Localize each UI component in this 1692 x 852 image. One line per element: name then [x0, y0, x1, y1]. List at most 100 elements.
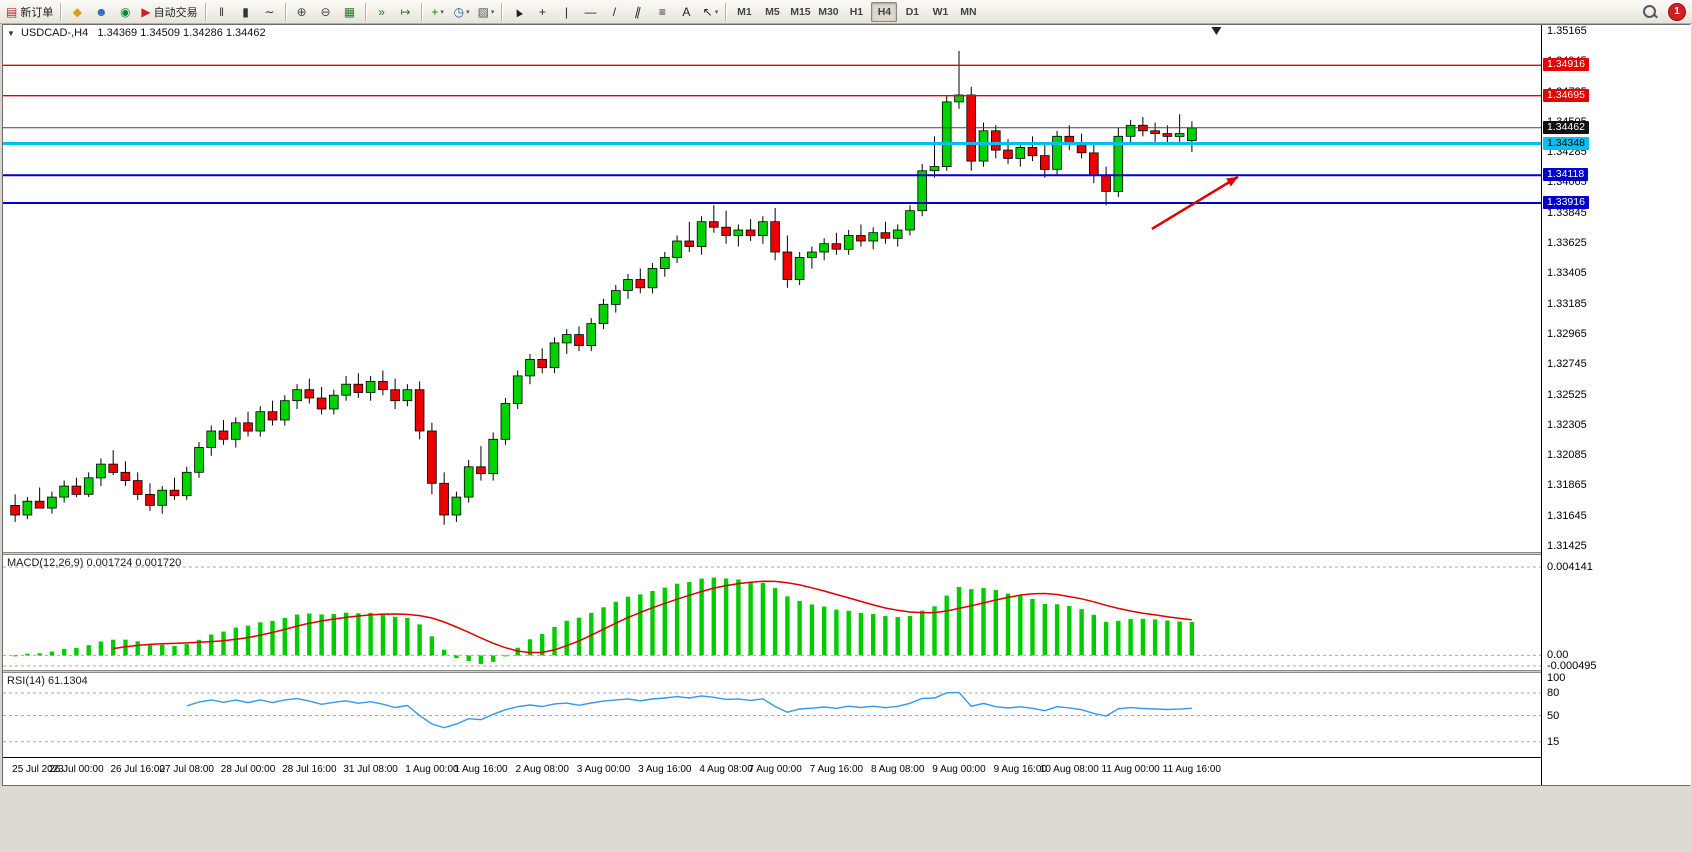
horizontal-line-icon: — — [584, 4, 597, 19]
bar-chart-button[interactable]: ‖ — [211, 2, 233, 22]
timeframe-h4-button[interactable]: H4 — [871, 1, 898, 22]
vertical-line-icon: | — [564, 4, 568, 19]
zoom-in-button[interactable]: ⊕ — [291, 2, 313, 22]
periods-button[interactable]: ◷ ▾ — [451, 2, 473, 22]
time-label: 1 Aug 16:00 — [454, 764, 508, 775]
price-badge: 1.34118 — [1543, 168, 1589, 182]
scale-tick: 1.31865 — [1547, 479, 1587, 492]
pane-splitter-rsi[interactable] — [3, 670, 1541, 673]
time-label: 7 Aug 16:00 — [809, 764, 864, 775]
timeframe-mn-button[interactable]: MN — [960, 5, 977, 18]
cursor-button[interactable]: ▲ — [507, 2, 529, 22]
tile-windows-button[interactable]: ▦ — [339, 2, 361, 22]
collapse-icon[interactable]: ▼ — [7, 29, 15, 38]
trendline-button[interactable]: / — [603, 2, 625, 22]
scale-tick: 1.31645 — [1547, 509, 1587, 522]
search-icon[interactable] — [1642, 4, 1658, 20]
arrows-icon: ↖ — [702, 4, 713, 19]
crosshair-icon: + — [538, 4, 546, 19]
auto-scroll-button[interactable]: » — [371, 2, 393, 22]
templates-button[interactable]: ▧ ▾ — [475, 2, 498, 22]
toolbar-separator — [364, 2, 367, 21]
scale-tick: 0.004141 — [1547, 561, 1593, 573]
pane-splitter-macd[interactable] — [3, 552, 1541, 555]
time-label: 9 Aug 00:00 — [932, 764, 986, 775]
scale-tick: 1.33405 — [1547, 267, 1587, 280]
price-pane[interactable]: ▼ USDCAD-,H4 1.34369 1.34509 1.34286 1.3… — [3, 25, 1541, 552]
time-label: 26 Jul 00:00 — [49, 764, 104, 775]
price-badge: 1.34462 — [1543, 120, 1589, 134]
window-bottom-area — [0, 786, 1692, 852]
candle-chart-icon: ▮ — [242, 4, 249, 19]
autotrading-button[interactable]: ▶ 自动交易 — [138, 2, 200, 22]
horizontal-line-button[interactable]: — — [579, 2, 601, 22]
autotrading-label: 自动交易 — [153, 6, 198, 19]
scale-tick: 1.32085 — [1547, 449, 1587, 462]
price-scale[interactable]: 1.351651.349451.347251.345051.342851.340… — [1541, 25, 1691, 785]
zoom-out-icon: ⊖ — [320, 4, 331, 19]
time-label: 3 Aug 16:00 — [638, 764, 692, 775]
arrows-button[interactable]: ↖ ▾ — [699, 2, 721, 22]
toolbar-separator — [420, 2, 423, 21]
new-order-button[interactable]: ▤ 新订单 — [3, 2, 56, 22]
macd-pane[interactable]: MACD(12,26,9) 0.001724 0.001720 — [3, 555, 1541, 670]
zoom-out-button[interactable]: ⊖ — [315, 2, 337, 22]
timeframe-m30-button[interactable]: M30 — [818, 5, 839, 18]
toolbar: ▤ 新订单 ◆ ☻ ◉ ▶ 自动交易 ‖ ▮ ∼ ⊕ ⊖ ▦» ↦ + ▾ ◷ ▾ ▧ ▾ ▲ + | — / ∥ ≡ A ↖ ▾ M1 M5… — [0, 0, 1692, 24]
timeframe-m1-button[interactable]: M1 — [737, 5, 752, 18]
crosshair-button[interactable]: + — [531, 2, 553, 22]
chevron-down-icon: ▾ — [440, 8, 444, 16]
price-badge: 1.33916 — [1543, 195, 1589, 209]
scale-tick: 0.00 — [1547, 649, 1569, 662]
line-chart-button[interactable]: ∼ — [259, 2, 281, 22]
chart-header: ▼ USDCAD-,H4 1.34369 1.34509 1.34286 1.3… — [7, 27, 266, 39]
scale-tick: 1.33185 — [1547, 297, 1587, 310]
community-button[interactable]: ☻ — [90, 2, 112, 22]
rsi-label: RSI(14) 61.1304 — [7, 675, 88, 687]
data-folder-icon: ◆ — [72, 4, 82, 19]
scale-tick: 1.33845 — [1547, 206, 1587, 219]
time-label: 28 Jul 16:00 — [282, 764, 337, 775]
scale-tick: 15 — [1547, 735, 1560, 748]
timeframe-w1-button[interactable]: W1 — [932, 5, 949, 18]
data-folder-button[interactable]: ◆ — [66, 2, 88, 22]
time-axis[interactable]: 25 Jul 2023 26 Jul 00:00 26 Jul 16:00 27 Ju… — [3, 757, 1541, 785]
vertical-line-button[interactable]: | — [555, 2, 577, 22]
toolbar-separator — [725, 2, 728, 21]
scale-tick: 80 — [1547, 687, 1560, 699]
autotrading-icon: ▶ — [141, 4, 151, 19]
time-label: 7 Aug 00:00 — [748, 764, 802, 775]
line-chart-icon: ∼ — [264, 4, 275, 19]
time-label: 28 Jul 00:00 — [220, 764, 276, 775]
channel-button[interactable]: ∥ — [627, 2, 649, 22]
scale-tick: 1.31425 — [1547, 540, 1587, 552]
macd-label: MACD(12,26,9) 0.001724 0.001720 — [7, 557, 182, 569]
time-label: 8 Aug 08:00 — [871, 764, 925, 775]
market-button[interactable]: ◉ — [114, 2, 136, 22]
scale-tick: 1.35165 — [1547, 25, 1587, 37]
timeframe-m5-button[interactable]: M5 — [765, 5, 780, 18]
fibonacci-button[interactable]: ≡ — [651, 2, 673, 22]
text-button[interactable]: A — [675, 2, 697, 22]
trendline-icon: / — [612, 4, 617, 19]
time-label: 1 Aug 00:00 — [405, 764, 459, 775]
indicators-button[interactable]: + ▾ — [427, 2, 449, 22]
chevron-down-icon: ▾ — [714, 8, 719, 16]
cursor-icon: ▲ — [509, 2, 527, 21]
rsi-pane[interactable]: RSI(14) 61.1304 — [3, 673, 1541, 757]
timeframe-m15-button[interactable]: M15 — [790, 5, 811, 18]
notification-badge[interactable]: 1 — [1668, 2, 1686, 21]
timeframe-d1-button[interactable]: D1 — [905, 5, 920, 18]
scale-tick: 1.32745 — [1547, 358, 1587, 371]
time-label: 3 Aug 00:00 — [576, 764, 631, 775]
scale-tick: 100 — [1547, 672, 1566, 684]
time-label: 4 Aug 08:00 — [699, 764, 753, 775]
chevron-down-icon: ▾ — [490, 8, 495, 16]
chart-window: ▼ USDCAD-,H4 1.34369 1.34509 1.34286 1.3… — [2, 24, 1691, 786]
market-icon: ◉ — [120, 4, 131, 19]
chart-shift-button[interactable]: ↦ — [395, 2, 417, 22]
time-label: 10 Aug 08:00 — [1039, 764, 1099, 775]
timeframe-h1-button[interactable]: H1 — [849, 5, 864, 18]
candle-chart-button[interactable]: ▮ — [235, 2, 257, 22]
